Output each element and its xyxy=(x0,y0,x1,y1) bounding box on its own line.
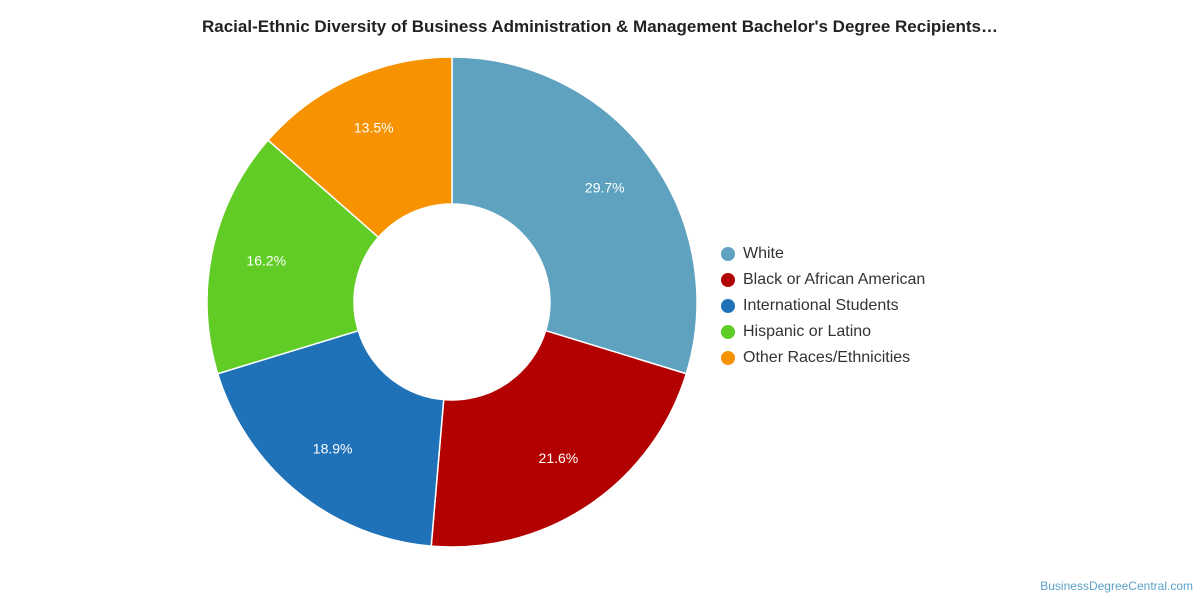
legend-item[interactable]: Hispanic or Latino xyxy=(721,319,925,345)
slice-international-students xyxy=(216,329,445,547)
legend-label: White xyxy=(743,245,784,262)
slice-hispanic-or-latino xyxy=(206,139,380,375)
legend-label: Other Races/Ethnicities xyxy=(743,349,911,366)
slice-value-label: 16.2% xyxy=(246,253,286,269)
legend-swatch-icon xyxy=(721,299,735,313)
legend-swatch-icon xyxy=(721,351,735,365)
slice-value-label: 21.6% xyxy=(539,450,579,466)
legend-item[interactable]: Black or African American xyxy=(721,267,925,293)
slice-black-or-african-american xyxy=(430,329,688,548)
watermark-text: BusinessDegreeCentral.com xyxy=(1040,579,1193,593)
slice-value-label: 18.9% xyxy=(313,441,353,457)
legend-swatch-icon xyxy=(721,273,735,287)
legend-label: International Students xyxy=(743,297,899,314)
legend-item[interactable]: White xyxy=(721,241,925,267)
legend-swatch-icon xyxy=(721,247,735,261)
slice-value-label: 29.7% xyxy=(585,180,625,196)
slice-value-label: 13.5% xyxy=(354,120,394,136)
legend-swatch-icon xyxy=(721,325,735,339)
chart-legend: White Black or African American Internatio… xyxy=(721,241,925,371)
legend-item[interactable]: Other Races/Ethnicities xyxy=(721,345,925,371)
legend-label: Hispanic or Latino xyxy=(743,323,872,340)
legend-item[interactable]: International Students xyxy=(721,293,925,319)
legend-label: Black or African American xyxy=(743,271,926,288)
slice-white xyxy=(451,56,698,375)
chart-title: Racial-Ethnic Diversity of Business Admi… xyxy=(201,17,998,36)
slice-other-races-ethnicities xyxy=(267,56,453,239)
